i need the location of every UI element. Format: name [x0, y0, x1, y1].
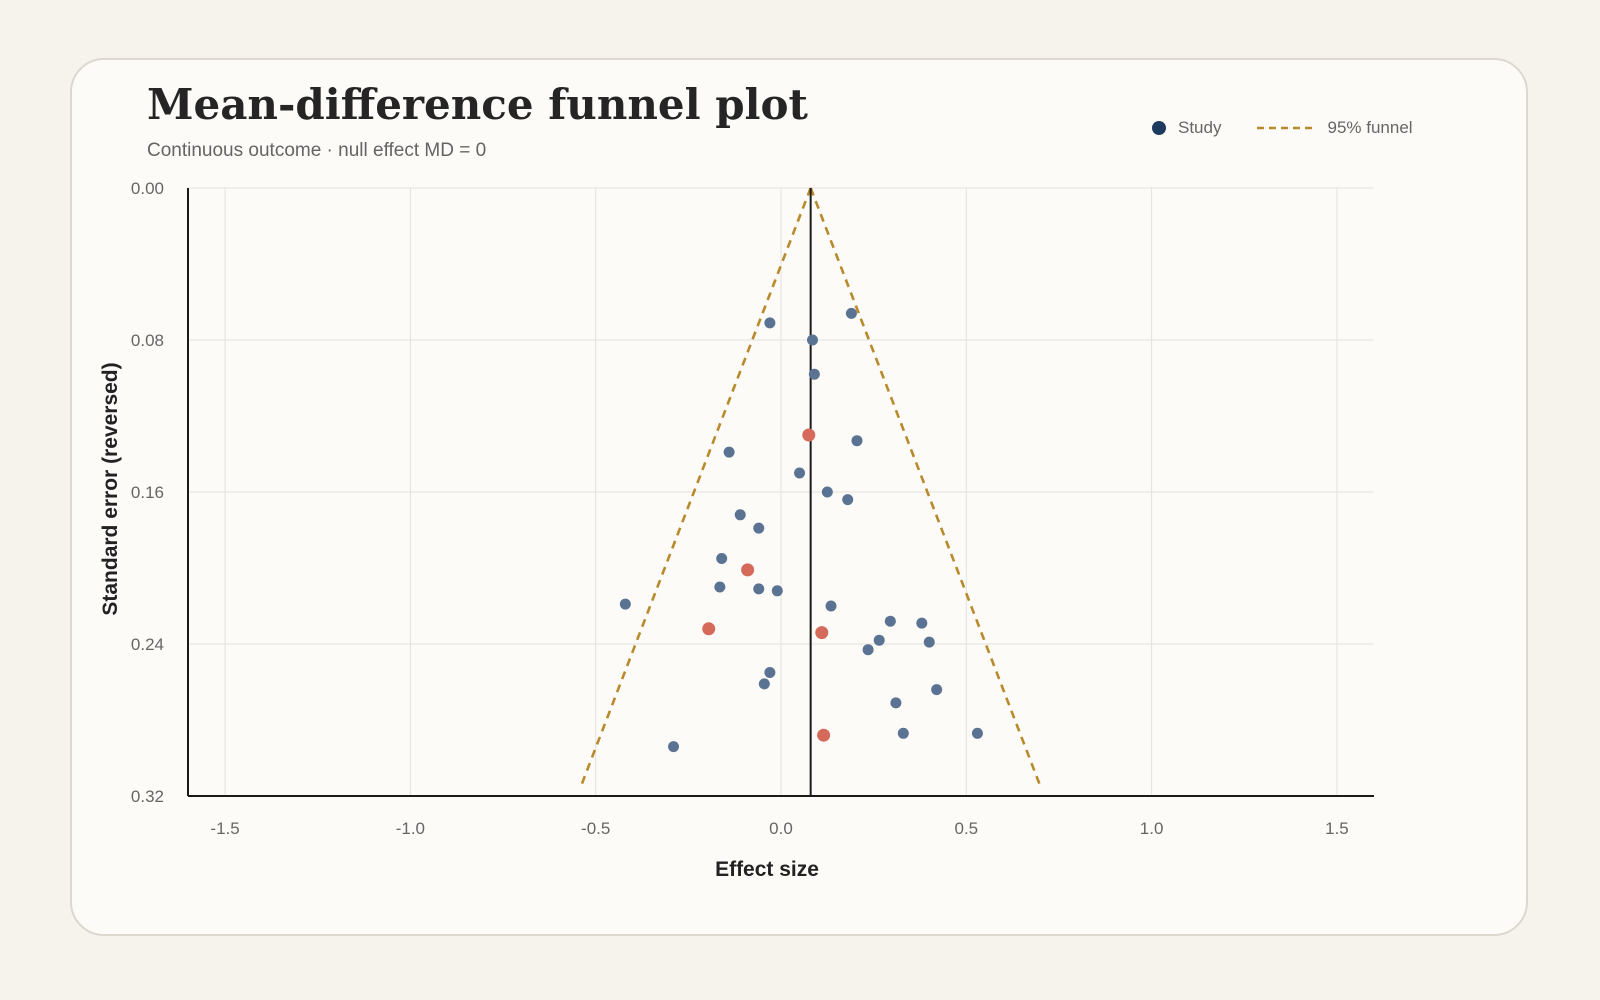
x-axis-label: Effect size [715, 858, 819, 881]
study-point [923, 636, 935, 648]
study-point [842, 494, 854, 506]
study-point [764, 317, 776, 329]
y-tick-label: 0.00 [131, 179, 164, 198]
study-point [808, 368, 820, 380]
legend-study-label: Study [1178, 118, 1222, 137]
highlighted-study-point [802, 428, 816, 442]
x-tick-label: -0.5 [581, 819, 610, 838]
study-point [821, 486, 833, 498]
study-point [971, 727, 983, 739]
legend: Study 95% funnel [1152, 118, 1413, 138]
chart-title: Mean-difference funnel plot [147, 80, 808, 129]
legend-funnel-label: 95% funnel [1327, 118, 1413, 137]
x-tick-label: 1.5 [1325, 819, 1349, 838]
study-point [794, 467, 806, 479]
study-point [890, 697, 902, 709]
dashed-line-icon [1257, 125, 1318, 131]
study-point [884, 615, 896, 627]
highlighted-study-point [815, 626, 829, 640]
study-point [916, 617, 928, 629]
study-point [873, 634, 885, 646]
x-tick-label: 0.5 [954, 819, 978, 838]
y-tick-label: 0.32 [131, 787, 164, 806]
study-point [753, 583, 765, 595]
highlighted-study-point [741, 563, 755, 577]
study-marker-icon [1152, 121, 1166, 135]
y-tick-label: 0.08 [131, 331, 164, 350]
funnel-plot: -1.5 -1.0 -0.5 0.0 0.5 1.0 1.5 0.00 0.08 0.16 0.24… [131, 179, 1374, 838]
study-point [845, 307, 857, 319]
legend-item-funnel: 95% funnel [1257, 118, 1413, 138]
funnel-left-line [579, 187, 812, 787]
study-point [734, 509, 746, 521]
highlighted-study-point [702, 622, 716, 636]
x-tick-label: 0.0 [769, 819, 793, 838]
study-point [758, 678, 770, 690]
x-tick-label: 1.0 [1140, 819, 1164, 838]
x-tick-label: -1.0 [396, 819, 425, 838]
study-point [668, 741, 680, 753]
y-tick-label: 0.24 [131, 635, 164, 654]
study-point [807, 334, 819, 346]
highlighted-study-point [817, 728, 831, 742]
study-point [897, 727, 909, 739]
study-point [771, 585, 783, 597]
x-tick-label: -1.5 [210, 819, 239, 838]
study-point [862, 644, 874, 656]
study-point [851, 435, 863, 447]
study-point [714, 581, 726, 593]
chart-subtitle: Continuous outcome · null effect MD = 0 [147, 140, 487, 161]
study-point [723, 446, 735, 458]
study-point [619, 598, 631, 610]
study-point [764, 667, 776, 678]
legend-item-study: Study [1152, 118, 1221, 138]
study-point [931, 684, 943, 696]
funnel-right-line [809, 187, 1042, 787]
study-point [716, 553, 728, 564]
chart-card: Mean-difference funnel plot Continuous o… [70, 58, 1528, 936]
study-point [825, 600, 837, 612]
y-tick-label: 0.16 [131, 483, 164, 502]
study-point [753, 522, 765, 534]
